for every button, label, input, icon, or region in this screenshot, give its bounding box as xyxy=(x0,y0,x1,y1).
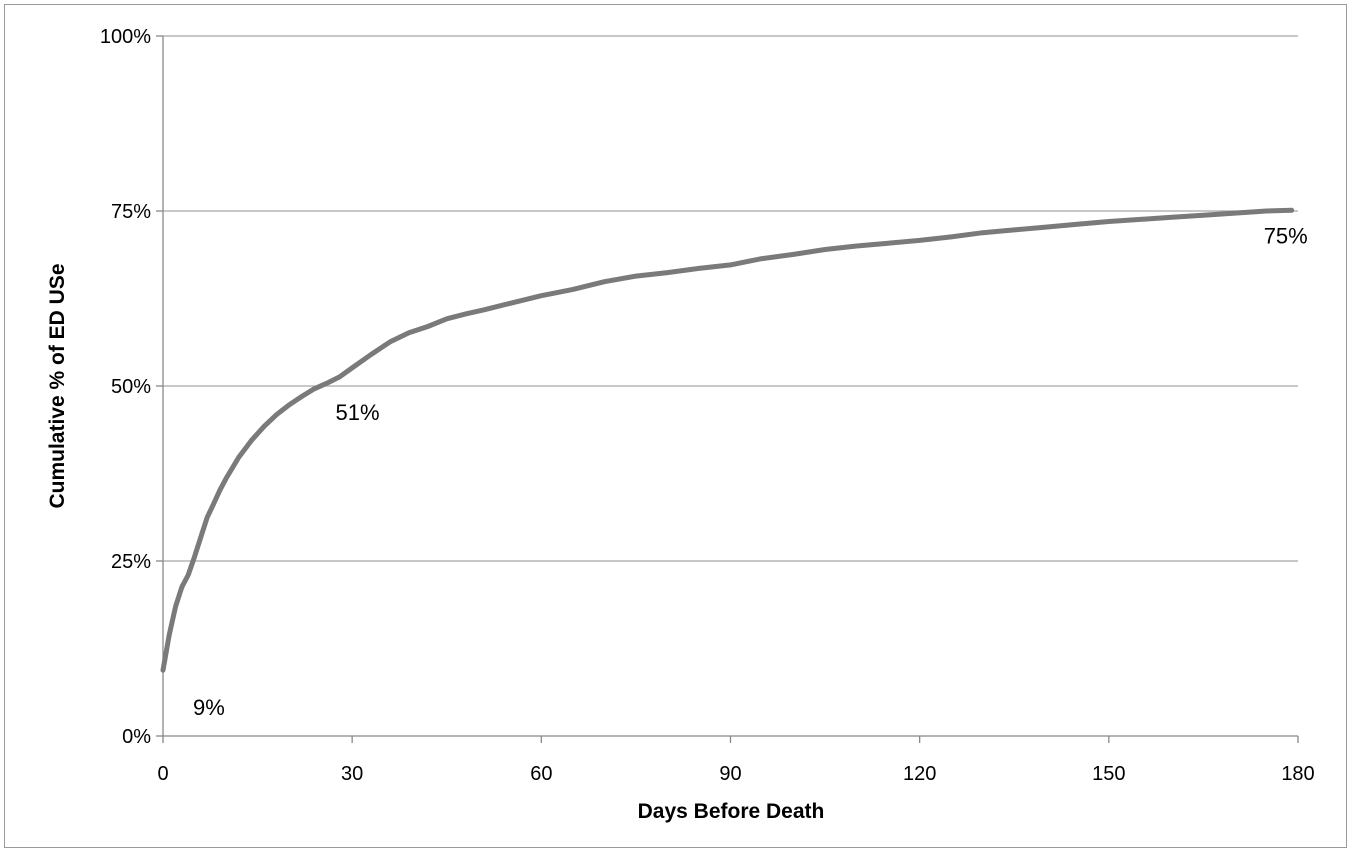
x-tick-label: 90 xyxy=(719,763,741,785)
y-tick-label: 100% xyxy=(100,26,151,48)
x-axis-title: Days Before Death xyxy=(638,800,825,823)
x-tick-labels: 0 30 60 90 120 150 180 xyxy=(157,763,1314,785)
gridlines xyxy=(163,35,1298,562)
axes xyxy=(156,35,1299,743)
data-label: 75% xyxy=(1264,223,1308,248)
y-tick-label: 75% xyxy=(111,201,151,223)
y-tick-label: 0% xyxy=(122,726,151,748)
x-tick-label: 30 xyxy=(341,763,363,785)
y-tick-label: 50% xyxy=(111,376,151,398)
data-label: 51% xyxy=(336,400,380,425)
y-tick-label: 25% xyxy=(111,551,151,573)
data-label: 9% xyxy=(193,695,225,720)
x-tick-label: 180 xyxy=(1281,763,1314,785)
series-line-0 xyxy=(160,207,1295,673)
annotation-layer: 9% 51% 75% xyxy=(193,223,1308,720)
x-tick-label: 120 xyxy=(903,763,936,785)
chart-frame xyxy=(4,4,1347,848)
x-tick-label: 60 xyxy=(530,763,552,785)
y-tick-labels: 0% 25% 50% 75% 100% xyxy=(100,26,151,748)
x-tick-label: 0 xyxy=(157,763,168,785)
series-layer xyxy=(160,207,1295,673)
y-axis-title: Cumulative % of ED USe xyxy=(46,263,69,508)
x-tick-label: 150 xyxy=(1092,763,1125,785)
